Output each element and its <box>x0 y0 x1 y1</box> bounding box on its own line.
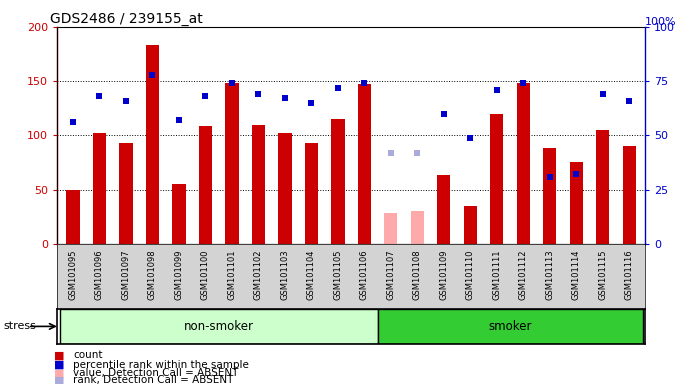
Text: GDS2486 / 239155_at: GDS2486 / 239155_at <box>50 12 203 25</box>
Text: GSM101102: GSM101102 <box>254 249 263 300</box>
Text: GSM101107: GSM101107 <box>386 249 395 300</box>
Text: GSM101113: GSM101113 <box>546 249 554 300</box>
Text: GSM101100: GSM101100 <box>201 249 210 300</box>
Bar <box>60 309 378 344</box>
Text: non-smoker: non-smoker <box>184 320 253 333</box>
Text: GSM101098: GSM101098 <box>148 249 157 300</box>
Text: ■: ■ <box>54 375 65 384</box>
Bar <box>464 206 477 244</box>
Bar <box>119 143 132 244</box>
Text: percentile rank within the sample: percentile rank within the sample <box>73 360 249 370</box>
Bar <box>490 114 503 244</box>
Bar <box>66 190 79 244</box>
Text: GSM101104: GSM101104 <box>307 249 316 300</box>
Bar <box>199 126 212 244</box>
Bar <box>543 148 556 244</box>
Text: GSM101109: GSM101109 <box>439 249 448 300</box>
Text: rank, Detection Call = ABSENT: rank, Detection Call = ABSENT <box>73 375 233 384</box>
Bar <box>173 184 186 244</box>
Bar <box>226 83 239 244</box>
Text: 100%: 100% <box>645 17 677 27</box>
Bar <box>623 146 636 244</box>
Text: GSM101103: GSM101103 <box>280 249 290 300</box>
Bar <box>596 130 610 244</box>
Bar <box>305 143 318 244</box>
Text: GSM101114: GSM101114 <box>572 249 581 300</box>
Bar <box>93 133 106 244</box>
Text: GSM101116: GSM101116 <box>625 249 634 300</box>
Text: value, Detection Call = ABSENT: value, Detection Call = ABSENT <box>73 368 239 378</box>
Text: ■: ■ <box>54 360 65 370</box>
Text: GSM101097: GSM101097 <box>121 249 130 300</box>
Text: GSM101112: GSM101112 <box>519 249 528 300</box>
Bar <box>358 84 371 244</box>
Bar <box>570 162 583 244</box>
Text: GSM101110: GSM101110 <box>466 249 475 300</box>
Bar <box>516 83 530 244</box>
Text: GSM101115: GSM101115 <box>599 249 608 300</box>
Bar <box>146 45 159 244</box>
Text: GSM101111: GSM101111 <box>492 249 501 300</box>
Text: GSM101096: GSM101096 <box>95 249 104 300</box>
Bar <box>437 175 450 244</box>
Bar <box>378 309 642 344</box>
Bar <box>252 124 265 244</box>
Bar <box>331 119 345 244</box>
Text: GSM101105: GSM101105 <box>333 249 342 300</box>
Text: GSM101099: GSM101099 <box>175 249 184 300</box>
Text: GSM101095: GSM101095 <box>68 249 77 300</box>
Bar <box>411 211 424 244</box>
Bar <box>278 133 292 244</box>
Text: smoker: smoker <box>489 320 532 333</box>
Text: GSM101106: GSM101106 <box>360 249 369 300</box>
Bar <box>384 214 397 244</box>
Text: ■: ■ <box>54 350 65 360</box>
Text: count: count <box>73 350 102 360</box>
Text: stress: stress <box>3 321 36 331</box>
Text: GSM101101: GSM101101 <box>228 249 237 300</box>
Text: GSM101108: GSM101108 <box>413 249 422 300</box>
Text: ■: ■ <box>54 368 65 378</box>
